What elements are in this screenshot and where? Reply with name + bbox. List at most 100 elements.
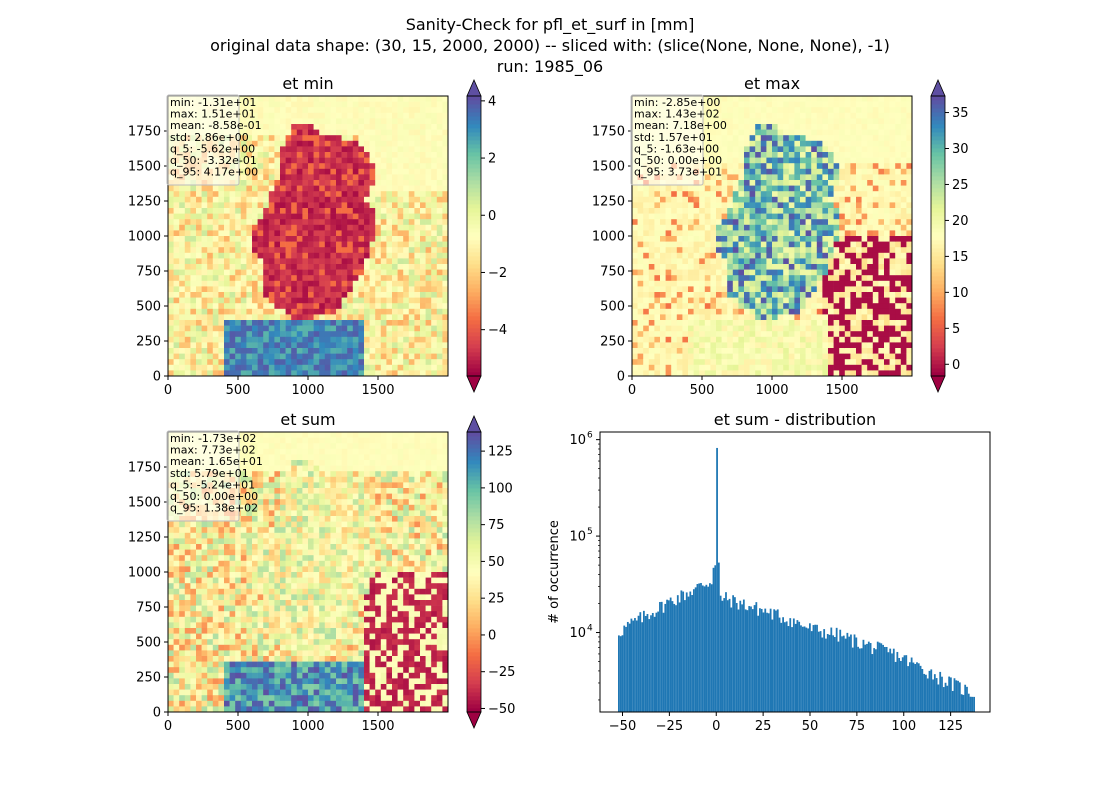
x-tick-label: 1000 — [291, 383, 324, 398]
heatmap-cell — [884, 331, 890, 338]
heatmap-cell — [308, 292, 314, 298]
heatmap-cell — [682, 208, 689, 214]
heatmap-cell — [324, 364, 331, 371]
heatmap-cell — [839, 370, 846, 377]
heatmap-cell — [816, 135, 823, 142]
heatmap-cell — [766, 129, 773, 136]
heatmap-cell — [783, 308, 790, 315]
heatmap-cell — [760, 275, 767, 282]
heatmap-cell — [324, 303, 331, 310]
heatmap-cell — [704, 370, 711, 377]
heatmap-cell — [749, 252, 756, 259]
heatmap-cell — [772, 292, 778, 298]
colorbar-segment — [467, 188, 481, 193]
heatmap-cell — [872, 241, 879, 248]
heatmap-cell — [777, 364, 784, 371]
heatmap-cell — [710, 236, 717, 242]
heatmap-cell — [397, 353, 404, 360]
heatmap-cell — [872, 180, 879, 186]
heatmap-cell — [313, 174, 320, 181]
heatmap-cell — [889, 370, 896, 377]
heatmap-cell — [760, 247, 767, 254]
heatmap-cell — [386, 124, 393, 130]
heatmap-cell — [749, 236, 756, 242]
heatmap-cell — [358, 320, 365, 326]
heatmap-cell — [380, 342, 387, 349]
heatmap-cell — [280, 107, 286, 114]
colorbar-segment — [467, 260, 481, 265]
heatmap-cell — [386, 314, 393, 321]
heatmap-cell — [710, 336, 717, 343]
heatmap-cell — [201, 264, 208, 270]
heatmap-cell — [386, 230, 393, 237]
heatmap-cell — [755, 320, 762, 326]
heatmap-cell — [386, 152, 393, 158]
heatmap-cell — [844, 348, 851, 354]
heatmap-cell — [375, 269, 382, 276]
heatmap-cell — [403, 336, 410, 343]
heatmap-cell — [442, 180, 449, 186]
heatmap-cell — [732, 252, 739, 259]
heatmap-cell — [839, 275, 846, 282]
heatmap-cell — [442, 275, 449, 282]
heatmap-cell — [699, 247, 706, 254]
heatmap-cell — [632, 353, 638, 360]
heatmap-cell — [285, 112, 292, 119]
heatmap-cell — [380, 292, 387, 298]
heatmap-cell — [375, 202, 382, 209]
heatmap-cell — [744, 202, 750, 209]
heatmap-cell — [856, 359, 862, 366]
heatmap-cell — [436, 264, 443, 270]
heatmap-cell — [839, 208, 846, 214]
heatmap-cell — [218, 213, 225, 220]
heatmap-cell — [738, 146, 745, 153]
heatmap-cell — [414, 213, 421, 220]
heatmap-cell — [844, 303, 851, 310]
heatmap-cell — [324, 174, 331, 181]
heatmap-cell — [352, 180, 359, 186]
heatmap-cell — [246, 135, 253, 142]
heatmap-cell — [324, 252, 331, 259]
heatmap-cell — [766, 180, 773, 186]
heatmap-cell — [760, 308, 767, 315]
heatmap-cell — [738, 247, 745, 254]
heatmap-cell — [766, 230, 773, 237]
heatmap-cell — [375, 292, 382, 298]
heatmap-cell — [889, 174, 896, 181]
heatmap-cell — [257, 320, 264, 326]
heatmap-cell — [738, 230, 745, 237]
heatmap-cell — [643, 230, 650, 237]
heatmap-cell — [330, 320, 337, 326]
heatmap-cell — [727, 370, 734, 377]
heatmap-cell — [280, 163, 286, 170]
heatmap-cell — [749, 241, 756, 248]
heatmap-cell — [403, 185, 410, 192]
heatmap-cell — [811, 129, 818, 136]
heatmap-cell — [302, 280, 309, 287]
heatmap-cell — [676, 264, 683, 270]
heatmap-cell — [727, 191, 734, 198]
heatmap-cell — [173, 320, 180, 326]
heatmap-cell — [235, 269, 242, 276]
heatmap-cell — [822, 331, 829, 338]
heatmap-cell — [408, 202, 415, 209]
heatmap-cell — [643, 348, 650, 354]
heatmap-cell — [358, 96, 365, 102]
heatmap-cell — [336, 353, 342, 360]
heatmap-cell — [716, 163, 722, 170]
heatmap-cell — [201, 230, 208, 237]
heatmap-cell — [285, 331, 292, 338]
heatmap-cell — [760, 157, 767, 164]
heatmap-cell — [347, 157, 354, 164]
heatmap-cell — [861, 236, 868, 242]
colorbar-segment — [467, 196, 481, 201]
heatmap-cell — [844, 180, 851, 186]
heatmap-cell — [436, 157, 443, 164]
heatmap-cell — [654, 247, 661, 254]
heatmap-cell — [291, 135, 298, 142]
colorbar-segment — [467, 132, 481, 137]
heatmap-cell — [263, 241, 270, 248]
heatmap-cell — [727, 185, 734, 192]
heatmap-cell — [889, 303, 896, 310]
heatmap-cell — [224, 370, 230, 377]
